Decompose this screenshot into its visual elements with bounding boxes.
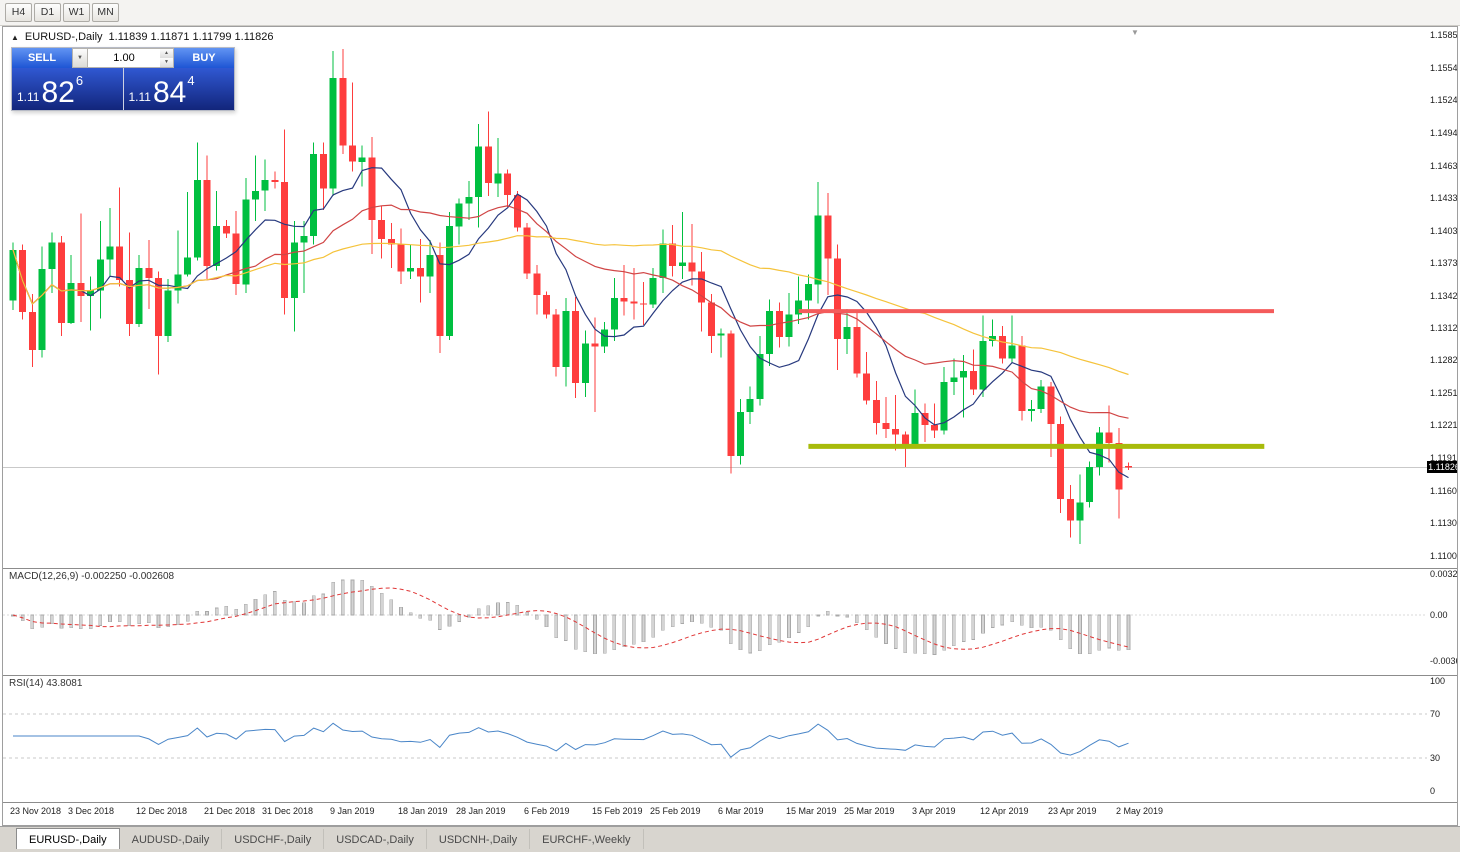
- rsi-tick: 30: [1430, 753, 1441, 763]
- rsi-panel[interactable]: RSI(14) 43.8081 100 70 30 0: [3, 675, 1457, 802]
- macd-label: MACD(12,26,9) -0.002250 -0.002608: [9, 571, 175, 582]
- volume-dropdown-icon[interactable]: ▼: [72, 48, 88, 68]
- date-label: 2 May 2019: [1116, 806, 1164, 816]
- timeframe-button-d1[interactable]: D1: [34, 3, 61, 22]
- date-label: 3 Apr 2019: [912, 806, 956, 816]
- date-label: 28 Jan 2019: [456, 806, 506, 816]
- date-label: 18 Jan 2019: [398, 806, 448, 816]
- sell-price-main: 1.11: [17, 90, 40, 104]
- price-tick: 1.14335: [1430, 193, 1457, 203]
- buy-price-sup: 4: [187, 73, 195, 88]
- date-axis[interactable]: 23 Nov 2018 3 Dec 2018 12 Dec 2018 21 Dec 2…: [3, 802, 1457, 825]
- chart-tab-eurusd-daily[interactable]: EURUSD-,Daily: [16, 828, 120, 849]
- price-tick: 1.11000: [1430, 551, 1457, 561]
- macd-tick: 0.00328: [1430, 569, 1457, 579]
- collapse-icon[interactable]: ▲: [11, 32, 19, 42]
- date-label: 3 Dec 2018: [68, 806, 115, 816]
- buy-button[interactable]: BUY: [174, 48, 234, 68]
- timeframe-buttons: H4 D1 W1 MN: [5, 3, 121, 22]
- volume-input[interactable]: 1.00: [88, 48, 160, 68]
- sell-price-display[interactable]: 1.11 82 6: [12, 68, 123, 110]
- timeframe-button-mn[interactable]: MN: [92, 3, 119, 22]
- date-label: 12 Dec 2018: [136, 806, 188, 816]
- buy-price-display[interactable]: 1.11 84 4: [123, 68, 234, 110]
- symbol-period-label: EURUSD-,Daily: [24, 31, 103, 43]
- main-chart-panel[interactable]: ▲ EURUSD-,Daily 1.11839 1.11871 1.11799 …: [3, 27, 1457, 568]
- date-label: 15 Feb 2019: [592, 806, 643, 816]
- price-tick: 1.13730: [1430, 258, 1457, 268]
- date-label: 6 Mar 2019: [718, 806, 764, 816]
- price-tick: 1.11910: [1430, 453, 1457, 463]
- chart-tab-usdchf-daily[interactable]: USDCHF-,Daily: [222, 829, 325, 849]
- chart-tab-eurchf-weekly[interactable]: EURCHF-,Weekly: [530, 829, 644, 849]
- chart-title: ▲ EURUSD-,Daily 1.11839 1.11871 1.11799 …: [11, 31, 274, 43]
- spinner-down-icon[interactable]: ▼: [160, 58, 173, 67]
- date-label: 31 Dec 2018: [262, 806, 314, 816]
- scroll-end-marker[interactable]: ▼: [1131, 28, 1139, 37]
- macd-panel[interactable]: MACD(12,26,9) -0.002250 -0.002608 0.0032…: [3, 568, 1457, 675]
- rsi-tick: 100: [1430, 676, 1446, 686]
- price-tick: 1.12515: [1430, 388, 1457, 398]
- price-tick: 1.12215: [1430, 420, 1457, 430]
- chart-tab-usdcad-daily[interactable]: USDCAD-,Daily: [324, 829, 427, 849]
- rsi-label: RSI(14) 43.8081: [9, 678, 83, 689]
- timeframe-toolbar: H4 D1 W1 MN: [0, 0, 1460, 26]
- ohlc-values: 1.11839 1.11871 1.11799 1.11826: [108, 31, 274, 43]
- volume-stepper[interactable]: ▲ ▼: [160, 48, 174, 68]
- date-label: 15 Mar 2019: [786, 806, 837, 816]
- price-tick: 1.14030: [1430, 226, 1457, 236]
- date-label: 9 Jan 2019: [330, 806, 375, 816]
- sell-price-big: 82: [41, 76, 75, 109]
- price-tick: 1.14940: [1430, 128, 1457, 138]
- date-label: 25 Feb 2019: [650, 806, 701, 816]
- date-label: 12 Apr 2019: [980, 806, 1029, 816]
- price-tick: 1.12820: [1430, 355, 1457, 365]
- macd-tick: -0.00365: [1430, 656, 1457, 666]
- one-click-trading-panel: SELL ▼ 1.00 ▲ ▼ BUY 1.11 82 6: [11, 47, 235, 111]
- price-tick: 1.15850: [1430, 30, 1457, 40]
- sell-price-sup: 6: [75, 73, 84, 88]
- chart-window: ▲ EURUSD-,Daily 1.11839 1.11871 1.11799 …: [2, 26, 1458, 826]
- chart-tab-usdcnh-daily[interactable]: USDCNH-,Daily: [427, 829, 531, 849]
- date-label: 23 Nov 2018: [10, 806, 62, 816]
- chart-tabs: EURUSD-,Daily AUDUSD-,Daily USDCHF-,Daily U…: [0, 826, 1460, 852]
- price-tick: 1.11605: [1430, 486, 1457, 496]
- buy-price-big: 84: [152, 76, 187, 109]
- chart-tab-audusd-daily[interactable]: AUDUSD-,Daily: [120, 829, 223, 849]
- timeframe-button-h4[interactable]: H4: [5, 3, 32, 22]
- current-price-label: 1.11826: [1427, 461, 1457, 473]
- buy-price-main: 1.11: [128, 90, 151, 104]
- sell-button[interactable]: SELL: [12, 48, 72, 68]
- date-label: 23 Apr 2019: [1048, 806, 1097, 816]
- spinner-up-icon[interactable]: ▲: [160, 49, 173, 58]
- date-label: 6 Feb 2019: [524, 806, 570, 816]
- price-tick: 1.13120: [1430, 323, 1457, 333]
- price-tick: 1.14635: [1430, 161, 1457, 171]
- price-tick: 1.13425: [1430, 291, 1457, 301]
- rsi-tick: 0: [1430, 786, 1436, 796]
- timeframe-button-w1[interactable]: W1: [63, 3, 90, 22]
- price-tick: 1.11305: [1430, 518, 1457, 528]
- rsi-chart[interactable]: [3, 676, 1427, 802]
- rsi-tick: 70: [1430, 709, 1441, 719]
- date-label: 25 Mar 2019: [844, 806, 895, 816]
- date-label: 21 Dec 2018: [204, 806, 256, 816]
- macd-chart[interactable]: [3, 569, 1427, 675]
- price-tick: 1.15245: [1430, 95, 1457, 105]
- price-tick: 1.15545: [1430, 63, 1457, 73]
- candlestick-chart[interactable]: [3, 27, 1427, 568]
- macd-tick: 0.00: [1430, 610, 1448, 620]
